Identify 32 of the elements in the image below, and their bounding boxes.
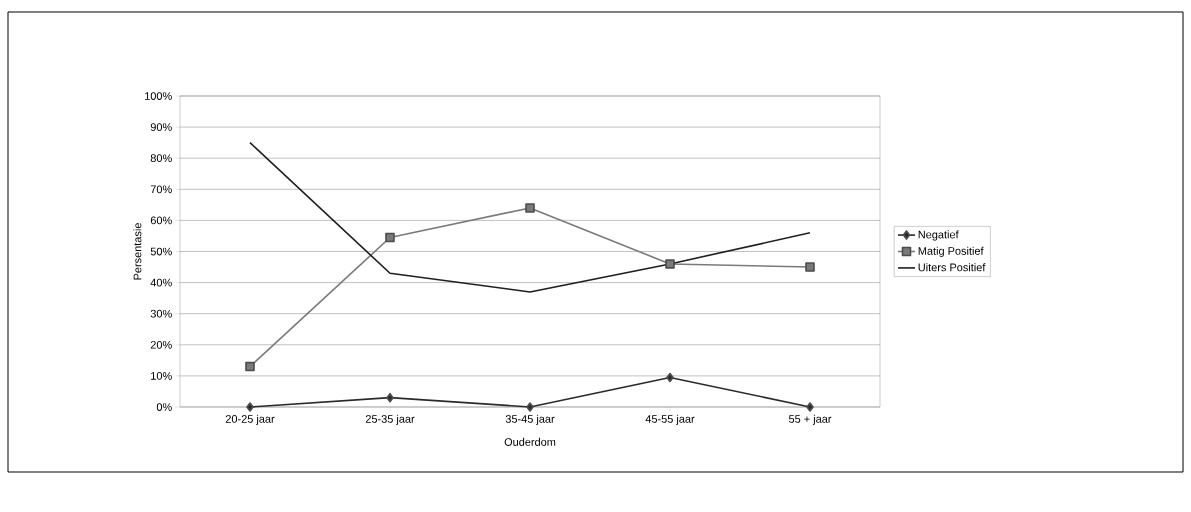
legend-label: Uiters Positief xyxy=(918,263,986,272)
point xyxy=(385,232,395,243)
y-tick-label: 40% xyxy=(150,278,172,287)
point xyxy=(526,402,534,412)
legend-label: Matig Positief xyxy=(918,246,984,257)
point xyxy=(666,372,674,383)
y-tick-label: 20% xyxy=(150,340,172,349)
point xyxy=(525,203,535,213)
point xyxy=(245,361,255,372)
y-tick-label: 100% xyxy=(145,92,172,100)
x-tick-label: 25-35 jaar xyxy=(365,414,415,425)
y-tick-label: 30% xyxy=(150,309,172,318)
y-tick-label: 50% xyxy=(150,247,172,256)
point xyxy=(665,259,675,269)
point xyxy=(806,402,814,412)
point xyxy=(805,262,815,272)
x-tick-label: 35-45 jaar xyxy=(505,414,555,425)
y-axis-title: Persentasie xyxy=(133,223,142,280)
y-tick-label: 0% xyxy=(156,403,172,411)
x-axis-title: Ouderdom xyxy=(504,437,556,446)
x-tick-label: 20-25 jaar xyxy=(225,414,275,425)
y-tick-label: 10% xyxy=(151,372,172,380)
point xyxy=(386,392,394,403)
line-series xyxy=(249,141,811,293)
y-tick-label: 60% xyxy=(150,216,172,225)
y-tick-label: 90% xyxy=(150,123,172,131)
y-tick-label: 80% xyxy=(150,154,172,163)
legend-label: Negatief xyxy=(918,230,959,241)
x-tick-label: 55 + jaar xyxy=(788,414,832,425)
point xyxy=(246,402,254,412)
y-tick-label: 70% xyxy=(150,185,172,194)
x-tick-label: 45-55 jaar xyxy=(645,414,695,425)
